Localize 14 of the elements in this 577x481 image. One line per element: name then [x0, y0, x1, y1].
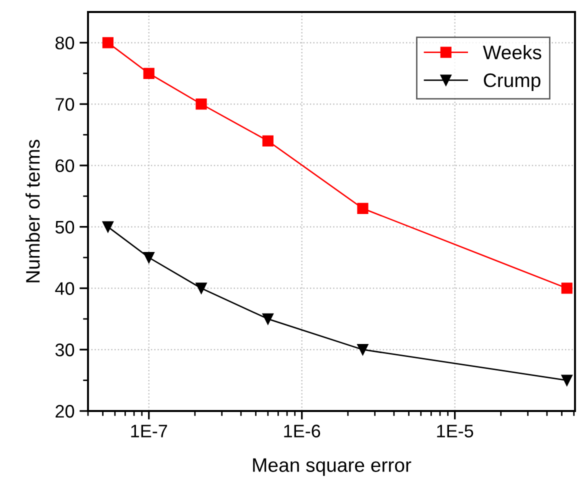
x-tick-label: 1E-6: [284, 424, 320, 438]
x-tick-label: 1E-7: [131, 424, 168, 438]
x-tick-label: 1E-5: [437, 424, 474, 438]
y-axis-title: Number of terms: [25, 140, 40, 282]
legend-label: Crump: [484, 73, 540, 92]
y-tick-label: 60: [56, 159, 74, 172]
legend-label: Weeks: [482, 45, 542, 60]
y-tick-label: 50: [55, 220, 74, 234]
y-tick-label: 70: [56, 98, 74, 111]
x-axis-title: Mean square error: [253, 458, 412, 476]
y-tick-label: 40: [55, 282, 74, 295]
y-tick-label: 30: [55, 344, 74, 356]
y-tick-label: 20: [56, 404, 74, 418]
y-tick-label: 80: [56, 36, 74, 50]
